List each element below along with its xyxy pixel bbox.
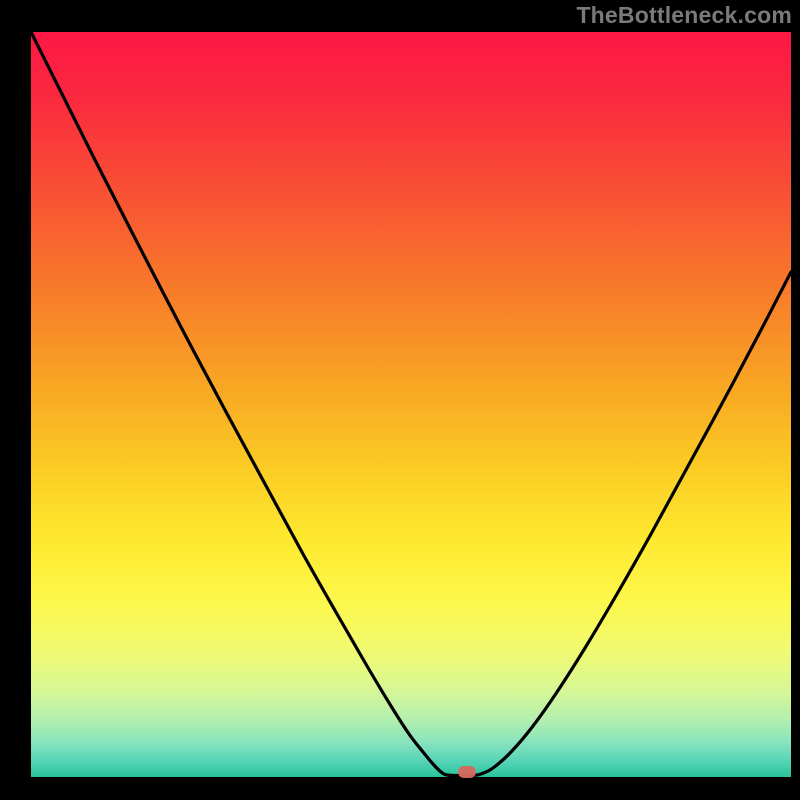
watermark-text: TheBottleneck.com — [576, 2, 792, 29]
plot-background — [31, 32, 791, 777]
outer-frame: TheBottleneck.com — [0, 0, 800, 800]
minimum-marker — [458, 766, 476, 778]
bottleneck-chart — [0, 0, 800, 800]
